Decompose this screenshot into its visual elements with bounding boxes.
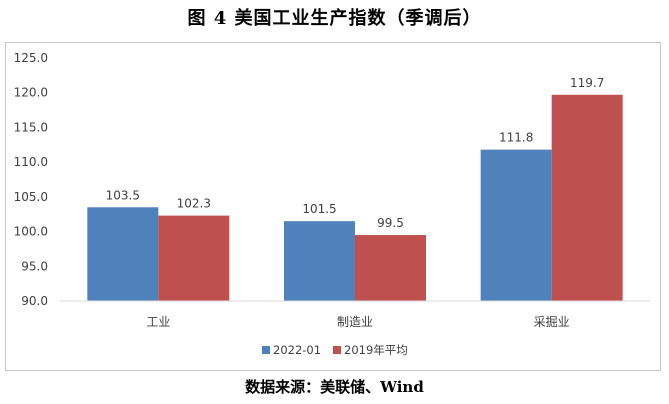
x-axis-tick-labels: 工业 制造业 采掘业 [146,314,569,329]
x-tick-label: 采掘业 [534,314,570,329]
legend: 2022-01 2019年平均 [262,343,408,357]
data-label-series-0-category-2: 111.8 [499,131,533,145]
bar-series-1-category-0 [158,215,230,301]
data-labels: 103.5 102.3 101.5 99.5 111.8 119.7 [106,76,605,230]
y-tick-label: 120.0 [14,86,48,100]
chart-title: 图 4 美国工业生产指数（季调后） [187,8,482,29]
bar-series-0-category-1 [284,221,355,301]
legend-label-2019-average: 2019年平均 [344,343,408,357]
y-tick-label: 105.0 [14,190,48,204]
legend-swatch-2022-01 [262,346,270,354]
data-label-series-0-category-1: 101.5 [302,202,336,216]
legend-swatch-2019-average [333,346,341,354]
y-tick-label: 95.0 [21,259,48,273]
bar-series-0-category-2 [480,149,552,301]
data-label-series-1-category-0: 102.3 [177,197,211,211]
y-tick-label: 90.0 [21,294,48,308]
bar-series-0-category-0 [87,207,159,301]
data-label-series-1-category-1: 99.5 [377,216,404,230]
bar-series-1-category-2 [551,94,623,301]
data-label-series-1-category-2: 119.7 [570,76,604,90]
x-tick-label: 制造业 [337,315,373,329]
data-label-series-0-category-0: 103.5 [106,188,140,202]
y-tick-label: 110.0 [14,155,48,169]
y-axis-tick-labels: 90.0 95.0 100.0 105.0 110.0 115.0 120.0 125.0 [14,51,48,308]
y-tick-label: 100.0 [14,225,48,239]
y-tick-label: 115.0 [14,120,48,134]
bars [87,94,623,301]
data-source-note: 数据来源：美联储、Wind [245,378,424,396]
x-tick-label: 工业 [146,315,170,329]
bar-series-1-category-1 [355,235,426,301]
y-tick-label: 125.0 [14,51,48,65]
legend-label-2022-01: 2022-01 [273,343,321,357]
